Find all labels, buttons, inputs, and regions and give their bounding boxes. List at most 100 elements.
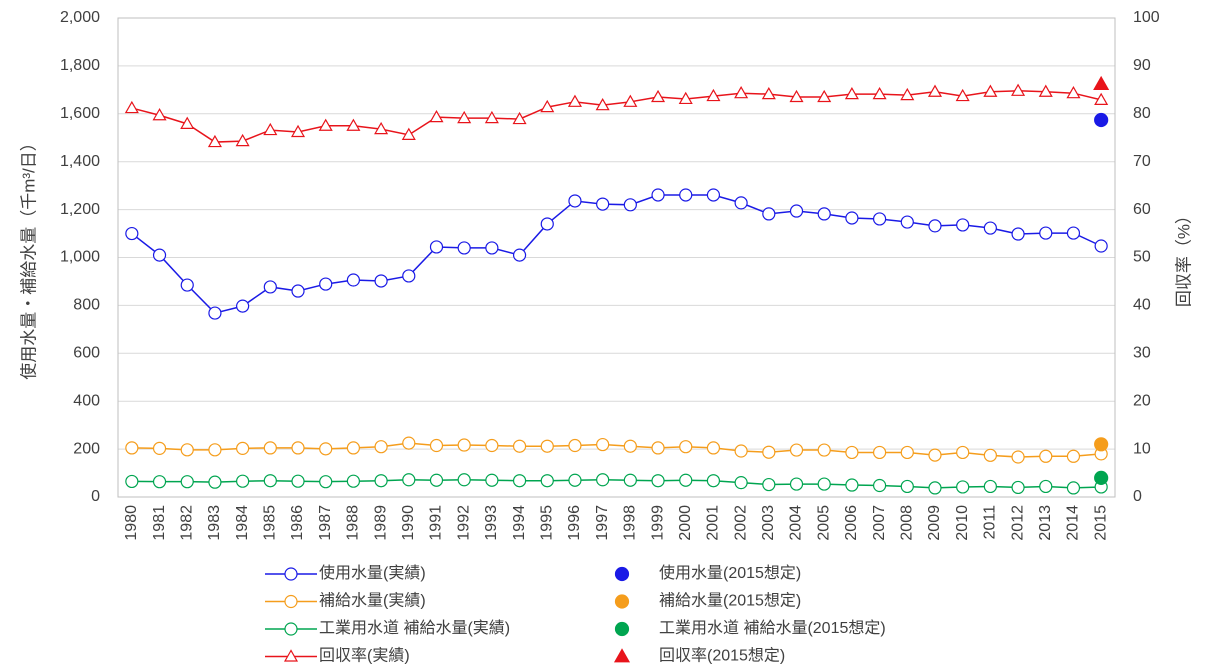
data-point	[983, 479, 997, 494]
data-point	[734, 196, 748, 210]
x-tick-label: 2012	[1009, 505, 1026, 541]
x-tick-label: 1983	[206, 505, 223, 541]
data-point	[152, 441, 167, 455]
data-point	[568, 194, 582, 208]
data-point	[263, 474, 277, 488]
data-point	[679, 440, 693, 454]
data-point	[319, 277, 333, 291]
y-tick-label: 1,800	[60, 57, 100, 74]
x-tick-label: 1989	[372, 505, 389, 541]
x-tick-label: 2003	[760, 505, 777, 541]
data-point	[900, 215, 914, 229]
data-point	[789, 204, 804, 218]
y2-tick-label: 50	[1133, 249, 1151, 266]
legend-label: 回収率(実績)	[319, 647, 410, 665]
y2-tick-label: 60	[1133, 201, 1151, 218]
data-point	[1039, 479, 1053, 494]
x-tick-label: 2015	[1092, 505, 1109, 541]
data-point	[596, 473, 610, 487]
data-point	[124, 100, 139, 114]
data-point	[125, 226, 139, 241]
data-point	[540, 99, 555, 113]
data-point	[872, 478, 887, 493]
data-point	[817, 89, 832, 103]
data-point	[872, 445, 887, 460]
data-point	[429, 438, 444, 453]
y-tick-label: 2,000	[60, 9, 100, 26]
data-point	[651, 89, 666, 103]
data-point	[568, 438, 582, 453]
data-point	[346, 273, 361, 287]
data-point	[651, 441, 665, 455]
y-axis-label: 使用水量・補給水量（千m³/日）	[18, 134, 38, 380]
data-point	[1066, 449, 1081, 463]
plot-frame	[117, 17, 1116, 498]
data-point	[596, 197, 610, 211]
x-tick-label: 2004	[788, 505, 805, 541]
legend-marker	[613, 648, 631, 663]
legend-marker	[284, 567, 298, 581]
data-point	[678, 91, 693, 105]
x-tick-label: 2010	[954, 505, 971, 541]
data-point	[236, 299, 250, 313]
data-point	[900, 87, 915, 101]
y2-tick-label: 90	[1133, 57, 1151, 74]
data-point	[983, 448, 997, 462]
x-tick-label: 2001	[705, 505, 722, 541]
x-tick-label: 1986	[289, 505, 306, 541]
y-tick-label: 400	[73, 392, 100, 409]
legend-marker	[614, 566, 630, 582]
x-tick-label: 2011	[982, 505, 999, 540]
data-point	[1094, 470, 1109, 485]
x-tick-label: 1982	[178, 505, 195, 541]
data-point	[567, 94, 582, 107]
x-tick-label: 2014	[1065, 505, 1082, 541]
data-point	[429, 240, 444, 254]
x-tick-label: 1997	[594, 505, 611, 541]
data-point	[512, 111, 527, 125]
y-tick-label: 1,000	[60, 249, 100, 266]
legend-label: 使用水量(2015想定)	[659, 564, 801, 582]
x-tick-label: 1995	[538, 505, 555, 541]
data-point	[762, 477, 776, 492]
data-point	[845, 211, 859, 225]
data-point	[817, 477, 831, 491]
data-point	[152, 108, 167, 121]
data-point	[872, 212, 887, 226]
data-point	[623, 94, 638, 107]
series-line	[131, 479, 1102, 489]
legend-marker	[284, 622, 298, 636]
y-tick-label: 1,400	[60, 153, 100, 170]
x-tick-label: 2007	[871, 505, 888, 541]
data-point	[512, 439, 527, 453]
data-point	[263, 441, 277, 455]
y2-tick-label: 20	[1133, 392, 1151, 409]
x-tick-label: 1996	[566, 505, 583, 541]
data-point	[844, 86, 859, 100]
data-point	[457, 241, 471, 255]
data-point	[180, 475, 194, 489]
data-point	[540, 217, 554, 231]
data-point	[1094, 437, 1109, 452]
data-point	[734, 476, 748, 490]
data-point	[789, 89, 804, 103]
data-point	[512, 248, 527, 262]
data-point	[1094, 112, 1109, 128]
x-tick-label: 1991	[428, 505, 445, 541]
y-tick-label: 1,600	[60, 105, 100, 122]
data-point	[761, 86, 776, 100]
data-point	[429, 473, 444, 487]
data-point	[540, 439, 554, 453]
x-tick-label: 2002	[732, 505, 749, 541]
x-tick-label: 1984	[234, 505, 251, 541]
data-point	[484, 110, 499, 124]
x-tick-label: 1990	[400, 505, 417, 541]
data-point	[845, 445, 859, 460]
data-point	[540, 474, 554, 488]
data-point	[374, 474, 388, 488]
data-point	[706, 441, 721, 455]
legend-label: 工業用水道 補給水量(2015想定)	[659, 619, 886, 637]
x-tick-label: 1985	[262, 505, 279, 541]
data-point	[623, 439, 637, 453]
